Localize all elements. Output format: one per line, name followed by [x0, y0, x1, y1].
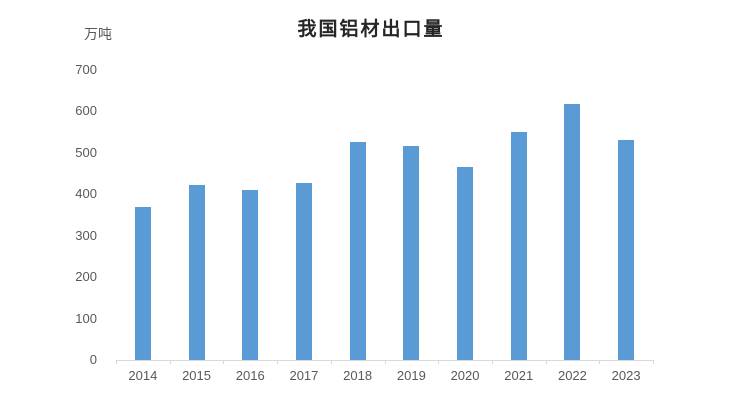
y-tick-label-700: 700 [75, 62, 97, 77]
x-axis-tick [491, 360, 493, 364]
plot-area [116, 70, 653, 360]
x-axis-tick [169, 360, 171, 364]
x-tick-label-2015: 2015 [182, 368, 211, 383]
x-axis-tick [653, 360, 654, 364]
x-tick-label-2021: 2021 [504, 368, 534, 383]
x-tick-label-2022: 2022 [557, 368, 587, 383]
y-tick-label-200: 200 [75, 269, 97, 285]
x-axis-tick [116, 360, 117, 364]
y-tick-label-400: 400 [75, 186, 97, 202]
bar-2022 [564, 103, 581, 360]
x-tick-label-2019: 2019 [396, 368, 426, 383]
bar-2023 [618, 139, 635, 360]
y-tick-label-600: 600 [75, 103, 97, 119]
x-tick-label-2018: 2018 [343, 368, 373, 383]
bar-2017 [295, 183, 312, 360]
chart-title: 我国铝材出口量 [297, 18, 445, 40]
x-tick-label-2017: 2017 [289, 368, 319, 383]
x-axis-tick [384, 360, 386, 364]
bar-2021 [510, 132, 527, 360]
bar-2018 [349, 141, 366, 360]
y-tick-label-300: 300 [75, 227, 97, 243]
x-tick-label-2020: 2020 [450, 368, 480, 383]
x-axis-tick [545, 360, 547, 364]
bar-2015 [188, 184, 205, 360]
x-axis-tick [277, 360, 279, 364]
x-tick-label-2014: 2014 [128, 368, 158, 383]
x-tick-label-2016: 2016 [235, 368, 265, 383]
x-axis-tick [223, 360, 225, 364]
bar-2020 [457, 166, 474, 360]
bar-2016 [242, 189, 259, 360]
x-axis-tick [330, 360, 332, 364]
y-tick-label-500: 500 [75, 144, 97, 160]
bar-2019 [403, 145, 420, 360]
y-tick-label-0: 0 [89, 352, 97, 367]
x-axis-tick [438, 360, 440, 364]
x-axis-tick [599, 360, 601, 364]
y-axis-unit-label: 万吨 [84, 26, 112, 42]
bar-2014 [134, 206, 151, 360]
x-tick-label-2023: 2023 [611, 368, 641, 383]
y-tick-label-100: 100 [75, 310, 97, 326]
